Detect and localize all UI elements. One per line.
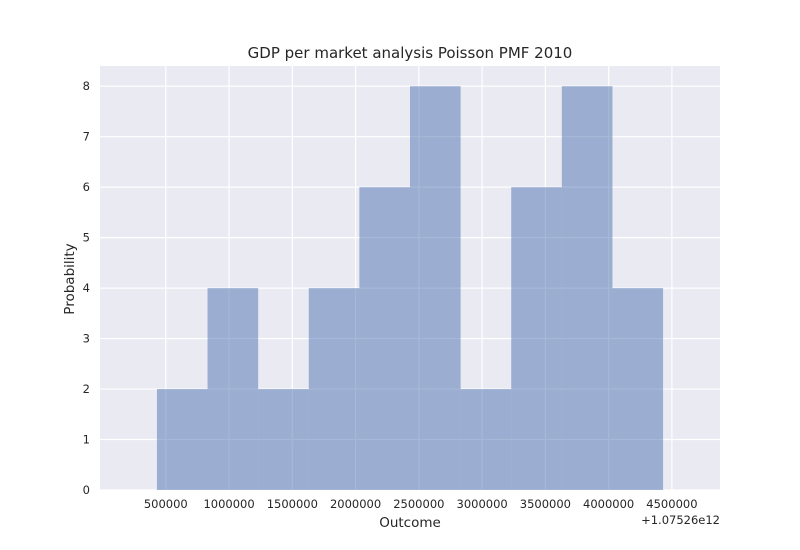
x-axis-offset-label: +1.07526e12 [641, 513, 720, 527]
x-tick-label: 4500000 [646, 497, 697, 511]
x-tick-label: 2500000 [393, 497, 444, 511]
histogram-bar [561, 86, 613, 490]
histogram-bar [612, 288, 664, 490]
histogram-bar [308, 288, 360, 490]
y-tick-label: 3 [83, 332, 90, 346]
y-tick-label: 4 [83, 281, 90, 295]
histogram-bar [156, 389, 208, 490]
y-axis-ticks: 0 1 2 3 4 5 6 7 8 [83, 79, 90, 497]
x-tick-label: 2000000 [330, 497, 381, 511]
histogram-bars [156, 86, 664, 490]
x-tick-label: 4000000 [583, 497, 634, 511]
x-axis-label: Outcome [379, 515, 441, 531]
histogram-bar [207, 288, 259, 490]
x-tick-label: 500000 [144, 497, 188, 511]
y-tick-label: 1 [83, 433, 90, 447]
chart-title: GDP per market analysis Poisson PMF 2010 [248, 44, 573, 62]
x-tick-label: 1000000 [203, 497, 254, 511]
histogram-bar [511, 187, 562, 490]
histogram-bar [359, 187, 410, 490]
x-tick-label: 1500000 [267, 497, 318, 511]
histogram-bar [258, 389, 309, 490]
y-tick-label: 2 [83, 382, 90, 396]
y-tick-label: 0 [83, 483, 90, 497]
y-tick-label: 5 [83, 231, 90, 245]
y-tick-label: 7 [83, 130, 90, 144]
x-tick-label: 3500000 [520, 497, 571, 511]
y-tick-label: 8 [83, 79, 90, 93]
histogram-bar [410, 86, 461, 490]
y-tick-label: 6 [83, 180, 90, 194]
y-axis-label: Probability [62, 243, 78, 314]
x-tick-label: 3000000 [457, 497, 508, 511]
histogram-bar [460, 389, 512, 490]
x-axis-ticks: 500000 1000000 1500000 2000000 2500000 300000… [144, 497, 698, 511]
